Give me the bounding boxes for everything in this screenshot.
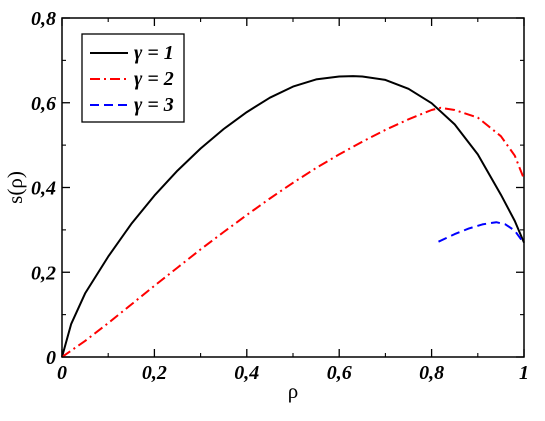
legend-label-2: γ = 2 [134,68,174,90]
y-tick-label: 0,8 [31,8,56,30]
series-line-1 [61,75,525,358]
ticks-layer [61,17,525,358]
y-tick-label: 0,6 [31,93,56,115]
y-tick-label: 0 [46,347,56,369]
x-tick-label: 0,8 [419,362,444,384]
series-layer [61,75,525,358]
x-tick-label: 0,2 [142,362,167,384]
y-tick-label: 0,2 [31,262,56,284]
series-line-2 [61,106,525,358]
legend: γ = 1 γ = 2 γ = 3 [81,33,185,123]
x-tick-label: 0 [57,362,67,384]
y-axis-label: s(ρ) [3,171,27,204]
legend-label-3: γ = 3 [134,94,174,116]
series-line-3 [438,221,525,244]
x-axis-label: ρ [288,379,298,403]
legend-label-1: γ = 1 [134,42,174,64]
y-tick-label: 0,4 [31,178,56,200]
x-tick-label: 1 [519,362,529,384]
x-tick-label: 0,4 [234,362,259,384]
x-tick-label: 0,6 [327,362,352,384]
labels-layer: 0 0,2 0,4 0,6 0,8 1 0 0,2 0,4 0,6 0,8 ρ s(ρ) [3,8,529,403]
